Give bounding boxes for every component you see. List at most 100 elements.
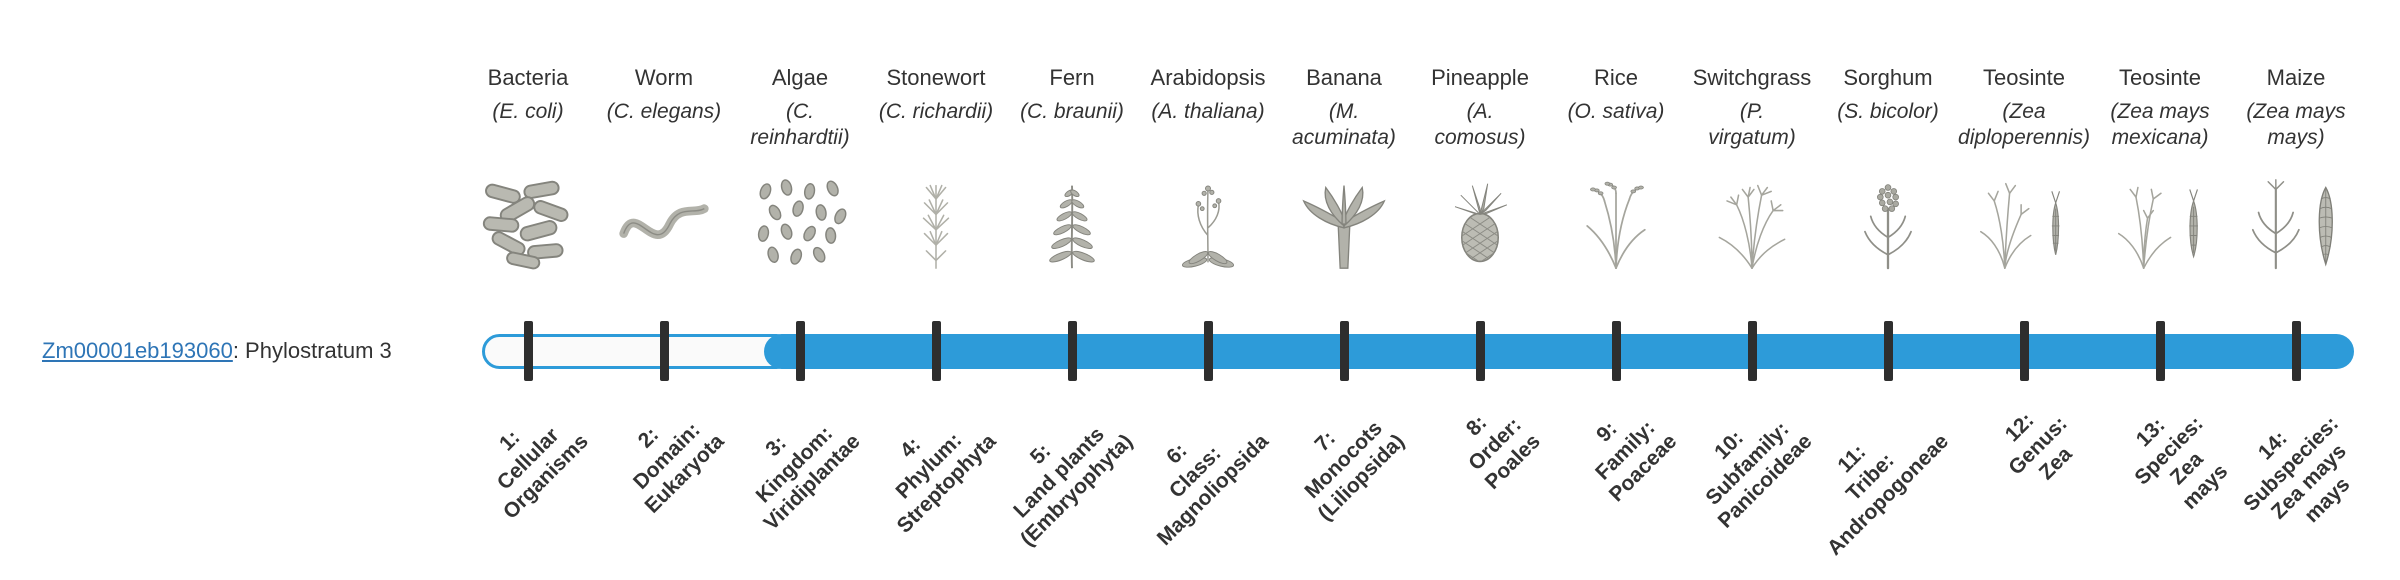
phylostratum-label-2: 2: Domain: Eukaryota: [629, 418, 730, 518]
organism-species: (O. sativa): [1567, 99, 1665, 123]
organism-name: Sorghum: [1843, 65, 1933, 90]
column-phylostratum-14: Maize (Zea mays mays): [2226, 0, 2366, 580]
organism-species: (Zea diploperennis): [1958, 99, 2090, 149]
organism-name: Banana: [1306, 65, 1382, 90]
organism-header: Fern (C. braunii): [994, 64, 1150, 125]
phylostratum-label-5: 5: Land plants (Embryophyta): [1008, 422, 1138, 551]
tick-phylostratum-6: [1203, 321, 1213, 381]
tick-phylostratum-10: [1747, 321, 1757, 381]
tick-phylostratum-11: [1883, 321, 1893, 381]
column-phylostratum-1: Bacteria (E. coli) 1: Cellular Organisms: [458, 0, 598, 580]
column-phylostratum-3: Algae (C. reinhardtii): [730, 0, 870, 580]
phylostratum-label-12: 12: Genus: Zea: [2000, 408, 2077, 485]
organism-name: Algae: [771, 65, 829, 90]
organism-header: Banana (M. acuminata): [1266, 64, 1422, 151]
column-phylostratum-12: Teosinte (Zea diploperennis): [1954, 0, 2094, 580]
gene-label: Zm00001eb193060: Phylostratum 3: [42, 338, 392, 364]
organism-header: Switchgrass (P. virgatum): [1674, 64, 1830, 151]
tick-phylostratum-8: [1475, 321, 1485, 381]
phylostratum-label-14: 14: Subspecies: Zea mays mays: [2239, 411, 2355, 528]
organism-species: (C. braunii): [1020, 99, 1124, 123]
sorghum-icon: [1818, 172, 1958, 272]
column-phylostratum-10: Switchgrass (P. virgatum) 10: Subfamily:…: [1682, 0, 1822, 580]
organism-name: Switchgrass: [1692, 65, 1812, 90]
organism-species: (C. richardii): [878, 99, 994, 123]
phylostratum-label-8: 8: Order: Poales: [1462, 411, 1546, 495]
banana-tree-icon: [1274, 172, 1414, 272]
organism-name: Stonewort: [886, 65, 986, 90]
column-phylostratum-5: Fern (C. braunii) 5: Land plants (Embry: [1002, 0, 1142, 580]
maize-icon: [2226, 172, 2366, 272]
organism-header: Pineapple (A. comosus): [1402, 64, 1558, 151]
organism-species: (P. virgatum): [1708, 99, 1796, 149]
tick-phylostratum-7: [1339, 321, 1349, 381]
phylostratum-label-7: 7: Monocots (Liliopsida): [1300, 416, 1410, 526]
column-phylostratum-2: Worm (C. elegans) 2: Domain: Eukaryota: [594, 0, 734, 580]
organism-species: (A. comosus): [1434, 99, 1526, 149]
organism-header: Rice (O. sativa): [1538, 64, 1694, 125]
tick-phylostratum-5: [1067, 321, 1077, 381]
column-phylostratum-7: Banana (M. acuminata) 7: Monocots (Lilio…: [1274, 0, 1414, 580]
organism-name: Rice: [1593, 65, 1638, 90]
organism-species: (C. elegans): [606, 99, 722, 123]
teosinte-mexicana-icon: [2090, 172, 2230, 272]
column-phylostratum-11: Sorghum (S. bicolor): [1818, 0, 1958, 580]
tick-phylostratum-3: [795, 321, 805, 381]
organism-species: (S. bicolor): [1837, 99, 1939, 123]
phylostratum-label-6: 6: Class: Magnoliopsida: [1152, 429, 1274, 551]
phylostratum-label-3: 3: Kingdom: Viridiplantae: [751, 421, 866, 536]
organism-name: Bacteria: [487, 65, 569, 90]
teosinte-diploperennis-icon: [1954, 172, 2094, 272]
organism-species: (Zea mays mays): [2246, 99, 2346, 149]
pineapple-icon: [1410, 172, 1550, 272]
organism-species: (A. thaliana): [1151, 99, 1265, 123]
column-phylostratum-9: Rice (O. sativa): [1546, 0, 1686, 580]
organism-header: Bacteria (E. coli): [450, 64, 606, 125]
organism-name: Arabidopsis: [1150, 65, 1266, 90]
organism-name: Maize: [2266, 65, 2326, 90]
tick-phylostratum-4: [931, 321, 941, 381]
organism-species: (C. reinhardtii): [750, 99, 850, 149]
tick-phylostratum-2: [659, 321, 669, 381]
worm-icon: [594, 172, 734, 272]
phylostratum-label-1: 1: Cellular Organisms: [492, 423, 594, 524]
switchgrass-icon: [1682, 172, 1822, 272]
organism-header: Teosinte (Zea diploperennis): [1946, 64, 2102, 151]
tick-phylostratum-12: [2019, 321, 2029, 381]
phylostratum-label-13: 13: Species: Zea mays: [2129, 411, 2232, 514]
arabidopsis-icon: [1138, 172, 1278, 272]
organism-species: (Zea mays mexicana): [2110, 99, 2210, 149]
fern-icon: [1002, 172, 1142, 272]
tick-phylostratum-1: [523, 321, 533, 381]
column-phylostratum-4: Stonewort (C. richardii) 4: Phylum: Stre…: [866, 0, 1006, 580]
organism-header: Stonewort (C. richardii): [858, 64, 1014, 125]
organism-header: Worm (C. elegans): [586, 64, 742, 125]
phylostratum-bar: [482, 334, 2354, 369]
organism-header: Sorghum (S. bicolor): [1810, 64, 1966, 125]
phylostratum-bar-empty-segment: [482, 334, 794, 369]
organism-header: Teosinte (Zea mays mexicana): [2082, 64, 2238, 151]
phylostratum-label-9: 9: Family: Poaceae: [1590, 415, 1682, 507]
tick-phylostratum-13: [2155, 321, 2165, 381]
organism-header: Algae (C. reinhardtii): [722, 64, 878, 151]
gene-phylostratum-text: : Phylostratum 3: [232, 338, 392, 363]
rice-plant-icon: [1546, 172, 1686, 272]
organism-name: Teosinte: [2119, 65, 2201, 90]
tick-phylostratum-9: [1611, 321, 1621, 381]
organism-name: Fern: [1049, 65, 1095, 90]
column-phylostratum-6: Arabidopsis (A. thaliana): [1138, 0, 1278, 580]
tick-phylostratum-14: [2291, 321, 2301, 381]
organism-header: Maize (Zea mays mays): [2218, 64, 2374, 151]
phylostratum-label-4: 4: Phylum: Streptophyta: [891, 428, 1002, 538]
organism-species: (M. acuminata): [1292, 99, 1396, 149]
algae-icon: [730, 172, 870, 272]
organism-name: Teosinte: [1983, 65, 2065, 90]
bacteria-icon: [458, 172, 598, 272]
gene-id-link[interactable]: Zm00001eb193060: [42, 338, 233, 363]
phylostratum-bar-filled-segment: [764, 334, 2354, 369]
organism-name: Pineapple: [1431, 65, 1529, 90]
stonewort-icon: [866, 172, 1006, 272]
organism-name: Worm: [634, 65, 694, 90]
organism-species: (E. coli): [492, 99, 564, 123]
